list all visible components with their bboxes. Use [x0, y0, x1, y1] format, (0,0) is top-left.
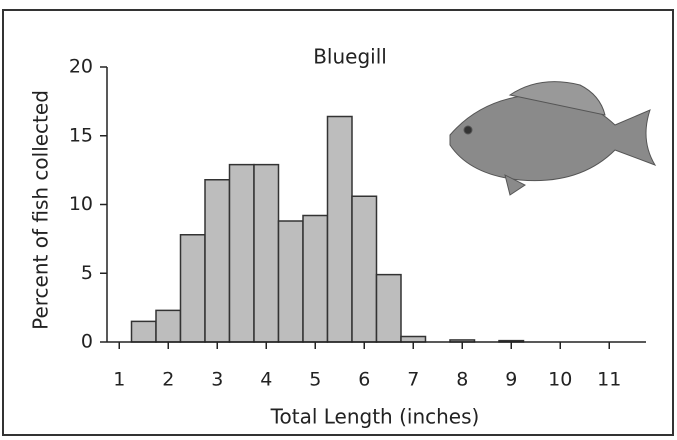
y-axis-label: Percent of fish collected	[29, 90, 53, 330]
x-tick-label: 6	[358, 369, 370, 391]
fish-pelvic-fin	[504, 174, 526, 196]
x-tick-label: 3	[211, 369, 223, 391]
x-tick-label: 11	[597, 369, 621, 391]
bar	[351, 195, 378, 343]
bar	[326, 115, 353, 343]
fish-eye	[463, 125, 473, 135]
y-tick-label: 5	[81, 262, 93, 284]
bar	[204, 179, 231, 343]
bar	[400, 335, 427, 343]
y-tick-label: 0	[81, 331, 93, 353]
fish-dorsal-fin	[508, 81, 606, 116]
y-tick-label: 15	[69, 124, 93, 146]
bar	[130, 320, 157, 343]
bar	[277, 220, 304, 343]
bar	[155, 309, 182, 343]
x-tick-label: 1	[113, 369, 125, 391]
bar	[253, 163, 280, 343]
y-tick-label: 10	[69, 193, 93, 215]
x-tick-label: 5	[309, 369, 321, 391]
bar	[228, 163, 255, 343]
x-tick-label: 10	[548, 369, 572, 391]
x-tick-label: 9	[505, 369, 517, 391]
chart-title: Bluegill	[313, 45, 387, 69]
x-tick-label: 7	[407, 369, 419, 391]
fish-illustration	[449, 81, 657, 196]
x-tick-label: 8	[456, 369, 468, 391]
x-tick-label: 4	[260, 369, 272, 391]
y-tick-label: 20	[69, 56, 93, 78]
x-axis-label: Total Length (inches)	[270, 405, 480, 429]
bar	[179, 234, 206, 343]
x-tick-label: 2	[162, 369, 174, 391]
bar	[375, 273, 402, 343]
bar	[302, 214, 329, 343]
